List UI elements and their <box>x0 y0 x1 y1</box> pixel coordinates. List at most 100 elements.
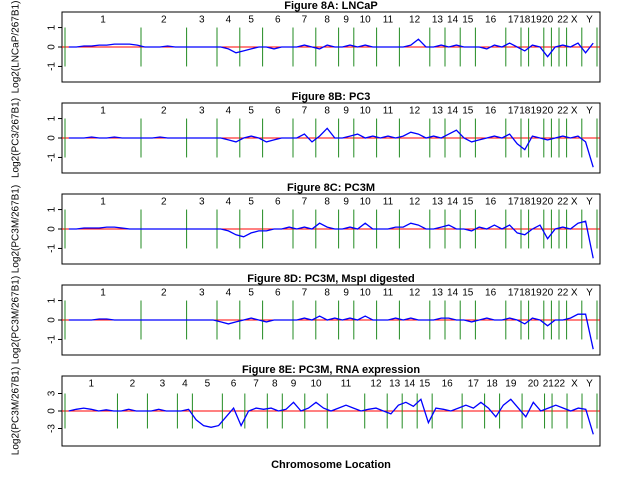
chromosome-label: 4 <box>182 379 188 390</box>
chromosome-label: 5 <box>248 15 254 26</box>
chromosome-label: 15 <box>419 379 431 390</box>
chromosome-label: 8 <box>324 15 330 26</box>
chromosome-label: 15 <box>462 288 474 299</box>
chromosome-label: 14 <box>404 379 416 390</box>
chromosome-label: 20 <box>542 106 554 117</box>
chromosome-label: 6 <box>231 379 237 390</box>
chromosome-label: 20 <box>528 379 540 390</box>
chromosome-label: 4 <box>226 106 232 117</box>
chromosome-label: 16 <box>485 197 497 208</box>
chromosome-label: 9 <box>343 197 349 208</box>
chromosome-label: X <box>571 106 578 117</box>
chromosome-label: 22 <box>557 15 569 26</box>
chromosome-label: 13 <box>432 288 444 299</box>
chromosome-label: 7 <box>302 106 308 117</box>
y-axis-label: Log2(PC3/267B1) <box>11 98 22 178</box>
chromosome-label: 20 <box>542 15 554 26</box>
chromosome-label: 9 <box>291 379 297 390</box>
chromosome-label: 15 <box>462 15 474 26</box>
y-tick-label: -3 <box>47 424 58 433</box>
chromosome-label: 14 <box>447 197 459 208</box>
chromosome-label: 6 <box>275 15 281 26</box>
chromosome-label: Y <box>586 288 593 299</box>
chromosome-label: 18 <box>519 288 531 299</box>
chromosome-label: 20 <box>542 288 554 299</box>
chromosome-label: 19 <box>505 379 517 390</box>
chromosome-label: X <box>571 15 578 26</box>
y-tick-label: 0 <box>47 44 58 50</box>
chromosome-label: 5 <box>248 197 254 208</box>
chromosome-label: 3 <box>199 106 205 117</box>
y-tick-label: -1 <box>47 62 58 71</box>
chromosome-label: 3 <box>199 197 205 208</box>
y-tick-label: -1 <box>47 153 58 162</box>
chromosome-label: 11 <box>383 15 394 26</box>
chromosome-label: 5 <box>248 106 254 117</box>
panel-title: Figure 8D: PC3M, MspI digested <box>247 273 414 285</box>
chromosome-label: 7 <box>302 197 308 208</box>
chromosome-label: 17 <box>468 379 480 390</box>
chromosome-label: 4 <box>226 15 232 26</box>
chromosome-label: 13 <box>432 197 444 208</box>
y-axis-label: Log2(PC3M/267B1) <box>11 185 22 273</box>
chromosome-label: 18 <box>487 379 499 390</box>
chromosome-label: 1 <box>100 288 106 299</box>
chromosome-label: 8 <box>324 197 330 208</box>
chromosome-label: 20 <box>542 197 554 208</box>
chromosome-label: 18 <box>519 106 531 117</box>
chromosome-label: 22 <box>557 106 569 117</box>
chromosome-label: 5 <box>248 288 254 299</box>
chromosome-label: 8 <box>272 379 278 390</box>
chromosome-label: 9 <box>343 15 349 26</box>
chromosome-label: 1 <box>100 106 106 117</box>
chromosome-label: 10 <box>360 15 372 26</box>
chromosome-label: 14 <box>447 106 459 117</box>
chromosome-label: 17 <box>508 288 520 299</box>
chromosome-label: 11 <box>383 197 394 208</box>
chromosome-label: 16 <box>442 379 454 390</box>
signal-line <box>68 220 594 259</box>
chromosome-label: 7 <box>302 15 308 26</box>
chromosome-label: 19 <box>531 106 543 117</box>
chromosome-label: 11 <box>383 106 394 117</box>
chromosome-label: Y <box>586 106 593 117</box>
chromosome-label: 5 <box>205 379 211 390</box>
y-tick-label: 1 <box>47 24 58 30</box>
chromosome-label: 7 <box>302 288 308 299</box>
chromosome-label: 6 <box>275 197 281 208</box>
chromosome-label: 15 <box>462 106 474 117</box>
chromosome-label: 3 <box>199 15 205 26</box>
chromosome-label: 18 <box>519 15 531 26</box>
chromosome-label: 13 <box>432 106 444 117</box>
chromosome-label: 22 <box>557 288 569 299</box>
chromosome-label: 11 <box>341 379 352 390</box>
signal-line <box>68 313 594 350</box>
chromosome-label: 8 <box>324 288 330 299</box>
signal-line <box>68 38 594 58</box>
chromosome-label: 7 <box>253 379 259 390</box>
chromosome-label: 10 <box>360 288 372 299</box>
chromosome-label: 17 <box>508 15 520 26</box>
chromosome-label: Y <box>586 379 593 390</box>
chromosome-label: 19 <box>531 197 543 208</box>
y-tick-label: 1 <box>47 115 58 121</box>
chromosome-label: Y <box>586 197 593 208</box>
chromosome-label: 1 <box>100 197 106 208</box>
panel-title: Figure 8E: PC3M, RNA expression <box>242 364 420 376</box>
chromosome-label: 9 <box>343 106 349 117</box>
y-tick-label: 0 <box>47 226 58 232</box>
chromosome-label: X <box>571 379 578 390</box>
chromosome-label: 10 <box>360 106 372 117</box>
signal-line <box>68 398 594 435</box>
chromosome-label: 10 <box>310 379 322 390</box>
y-tick-label: -1 <box>47 244 58 253</box>
chromosome-label: 2 <box>161 197 167 208</box>
y-tick-label: -1 <box>47 335 58 344</box>
y-axis-label: Log2(PC3M/267B1) <box>11 276 22 364</box>
chromosome-label: 16 <box>485 288 497 299</box>
chromosome-label: 14 <box>447 288 459 299</box>
y-axis-label: Log2(LNCaP/267B1) <box>11 1 22 94</box>
chromosome-label: 4 <box>226 197 232 208</box>
chromosome-label: 12 <box>409 288 421 299</box>
